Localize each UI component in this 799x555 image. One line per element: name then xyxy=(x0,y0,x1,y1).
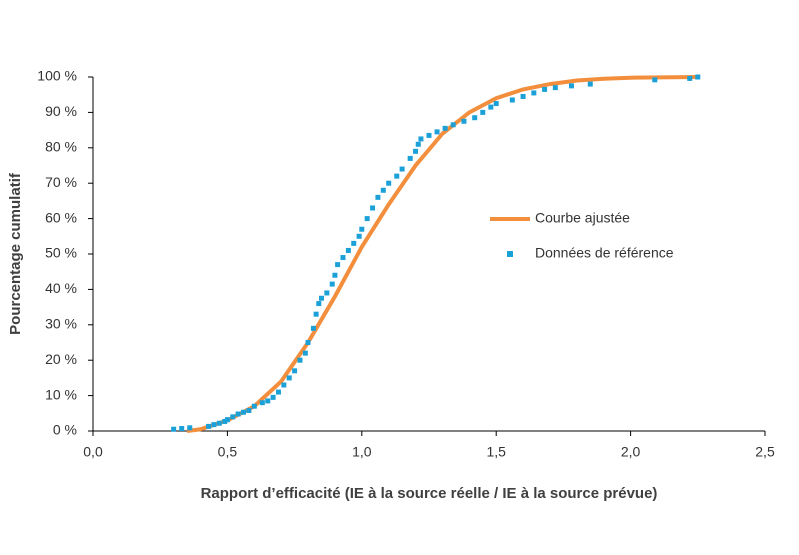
data-point xyxy=(434,129,440,135)
data-point xyxy=(230,414,236,420)
x-tick-label: 1,5 xyxy=(486,444,506,460)
data-point xyxy=(292,368,298,374)
data-point xyxy=(351,240,357,246)
data-point xyxy=(305,340,311,345)
data-point xyxy=(415,141,421,147)
data-point xyxy=(302,350,308,356)
data-point xyxy=(281,382,287,388)
data-point xyxy=(224,417,230,423)
y-tick-label: 0 % xyxy=(53,422,77,438)
data-point xyxy=(359,226,365,232)
data-point xyxy=(370,205,376,211)
data-point xyxy=(356,233,362,239)
data-point xyxy=(313,311,319,317)
data-point xyxy=(310,325,316,331)
x-tick-label: 0,5 xyxy=(218,444,238,460)
data-point xyxy=(568,83,574,89)
data-point xyxy=(493,101,499,107)
y-tick-label: 100 % xyxy=(37,68,77,84)
data-point xyxy=(687,75,693,81)
y-tick-label: 80 % xyxy=(45,139,77,155)
data-point xyxy=(206,423,212,429)
data-point xyxy=(265,398,271,404)
data-point xyxy=(407,155,413,161)
y-tick-label: 40 % xyxy=(45,280,77,296)
y-tick-label: 70 % xyxy=(45,174,77,190)
x-tick-label: 2,0 xyxy=(621,444,641,460)
data-point xyxy=(316,301,322,307)
data-point xyxy=(324,290,330,296)
data-point xyxy=(520,93,526,99)
data-point xyxy=(461,118,467,124)
data-point xyxy=(216,420,222,426)
y-axis-title: Pourcentage cumulatif xyxy=(7,172,24,335)
x-tick-label: 1,0 xyxy=(352,444,372,460)
data-point xyxy=(488,104,494,110)
data-point xyxy=(171,426,177,432)
data-point xyxy=(442,125,448,131)
data-point xyxy=(335,262,341,268)
data-point xyxy=(364,216,370,222)
data-point xyxy=(531,90,537,96)
data-point xyxy=(329,281,335,287)
x-tick-label: 2,5 xyxy=(755,444,775,460)
data-point xyxy=(340,255,346,261)
data-point xyxy=(552,85,558,91)
data-point xyxy=(587,81,593,87)
legend-label: Données de référence xyxy=(535,245,674,261)
y-tick-label: 60 % xyxy=(45,209,77,225)
data-point xyxy=(332,272,338,278)
data-point xyxy=(251,403,257,409)
data-point xyxy=(222,418,228,424)
data-point xyxy=(413,148,419,154)
legend-swatch xyxy=(507,251,513,257)
data-point xyxy=(695,74,701,80)
data-point xyxy=(259,400,265,406)
x-tick-label: 0,0 xyxy=(83,444,103,460)
y-tick-label: 90 % xyxy=(45,103,77,119)
data-point xyxy=(246,407,252,413)
data-point xyxy=(426,132,432,138)
data-point xyxy=(375,194,381,200)
data-point xyxy=(179,426,185,432)
y-tick-label: 50 % xyxy=(45,245,77,261)
data-point xyxy=(211,422,217,428)
data-point xyxy=(275,389,281,395)
data-point xyxy=(345,247,351,253)
data-point xyxy=(318,295,324,301)
data-point xyxy=(386,180,392,186)
y-tick-label: 30 % xyxy=(45,316,77,332)
data-point xyxy=(418,136,424,142)
y-tick-label: 20 % xyxy=(45,351,77,367)
data-point xyxy=(450,122,456,128)
data-point xyxy=(472,115,478,121)
data-point xyxy=(187,425,193,431)
data-point xyxy=(399,166,405,172)
data-point xyxy=(380,187,386,193)
data-point xyxy=(394,173,400,179)
data-point xyxy=(241,409,247,415)
data-point xyxy=(235,411,241,417)
data-point xyxy=(480,109,486,115)
y-tick-label: 10 % xyxy=(45,386,77,402)
data-point xyxy=(509,97,515,103)
x-axis-title: Rapport d’efficacité (IE à la source rée… xyxy=(201,485,658,502)
data-point xyxy=(542,86,548,92)
data-point xyxy=(270,394,276,400)
legend-label: Courbe ajustée xyxy=(535,210,630,226)
data-point xyxy=(286,375,292,381)
data-point xyxy=(652,77,658,83)
data-point xyxy=(297,357,303,363)
